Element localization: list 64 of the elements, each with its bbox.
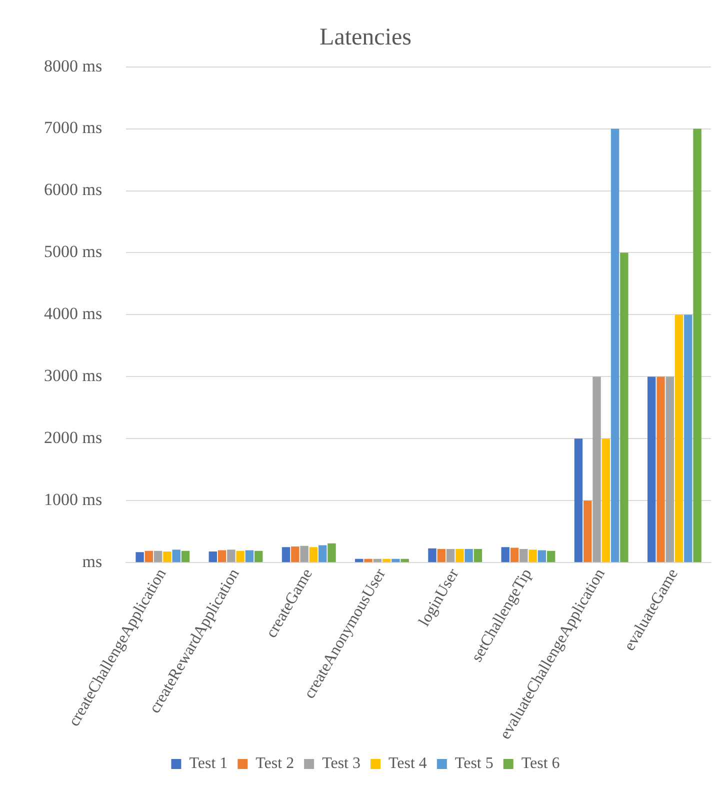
bar bbox=[693, 128, 702, 562]
bar bbox=[584, 500, 592, 562]
bar bbox=[364, 558, 372, 562]
bar bbox=[373, 558, 382, 562]
bar bbox=[163, 551, 172, 562]
bar bbox=[538, 550, 546, 562]
bar bbox=[610, 128, 620, 562]
bar bbox=[392, 558, 400, 562]
bar bbox=[674, 314, 684, 562]
bar bbox=[464, 549, 473, 562]
bar bbox=[647, 376, 656, 562]
bar bbox=[456, 549, 464, 562]
bar bbox=[300, 546, 308, 562]
y-tick-label: 7000 ms bbox=[44, 118, 102, 138]
bar bbox=[245, 550, 254, 562]
bar bbox=[208, 551, 218, 562]
y-tick-label: 6000 ms bbox=[44, 180, 102, 200]
y-tick-label: 1000 ms bbox=[44, 490, 102, 510]
bar bbox=[656, 376, 665, 562]
bar bbox=[309, 547, 318, 562]
legend-label: Test 3 bbox=[322, 755, 361, 772]
bar bbox=[602, 438, 610, 562]
bar bbox=[136, 552, 144, 562]
bar bbox=[355, 558, 364, 562]
bar bbox=[501, 547, 510, 562]
bar bbox=[684, 314, 692, 562]
bar bbox=[328, 543, 336, 562]
bar bbox=[172, 550, 180, 562]
bar bbox=[528, 550, 537, 562]
bar bbox=[291, 546, 300, 562]
legend-label: Test 2 bbox=[256, 755, 294, 772]
bar bbox=[620, 252, 628, 562]
y-tick-label: ms bbox=[82, 552, 102, 572]
bar bbox=[227, 550, 236, 562]
y-tick-label: 4000 ms bbox=[44, 304, 102, 324]
legend-label: Test 4 bbox=[388, 755, 427, 772]
legend-label: Test 6 bbox=[521, 755, 560, 772]
bar bbox=[474, 549, 482, 562]
bar bbox=[318, 545, 327, 562]
bar bbox=[144, 550, 154, 562]
y-tick-label: 8000 ms bbox=[44, 56, 102, 76]
bar bbox=[666, 376, 674, 562]
y-tick-label: 5000 ms bbox=[44, 242, 102, 262]
bar bbox=[510, 548, 519, 562]
bar bbox=[181, 550, 190, 562]
legend-label: Test 5 bbox=[454, 755, 494, 772]
bar bbox=[218, 550, 226, 562]
bar bbox=[254, 550, 263, 562]
bar bbox=[282, 547, 290, 562]
bar bbox=[592, 376, 601, 562]
y-tick-label: 3000 ms bbox=[44, 366, 102, 386]
bar bbox=[400, 558, 409, 562]
y-tick-label: 2000 ms bbox=[44, 428, 102, 448]
chart-title: Latencies bbox=[320, 24, 412, 51]
bar bbox=[154, 550, 162, 562]
bar bbox=[546, 550, 556, 562]
bar bbox=[574, 438, 583, 562]
bar bbox=[428, 548, 436, 562]
bar bbox=[382, 558, 391, 562]
bar bbox=[236, 550, 244, 562]
bar bbox=[520, 549, 528, 562]
bar bbox=[437, 549, 446, 562]
legend-label: Test 1 bbox=[189, 755, 228, 772]
bar bbox=[446, 549, 455, 562]
